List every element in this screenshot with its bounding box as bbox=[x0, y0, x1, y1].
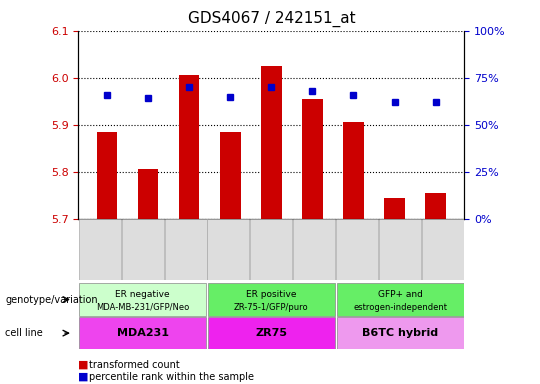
Text: ■: ■ bbox=[78, 360, 89, 370]
Text: ZR-75-1/GFP/puro: ZR-75-1/GFP/puro bbox=[234, 303, 309, 312]
Bar bbox=[384, 198, 405, 219]
Text: ZR75: ZR75 bbox=[255, 328, 287, 338]
Text: genotype/variation: genotype/variation bbox=[5, 295, 98, 305]
Text: B6TC hybrid: B6TC hybrid bbox=[362, 328, 438, 338]
Bar bbox=[79, 318, 206, 349]
Text: transformed count: transformed count bbox=[89, 360, 180, 370]
Text: ER positive: ER positive bbox=[246, 290, 296, 299]
Text: ER negative: ER negative bbox=[116, 290, 170, 299]
Bar bbox=[302, 99, 323, 219]
Text: cell line: cell line bbox=[5, 328, 43, 338]
Bar bbox=[336, 220, 378, 280]
Bar bbox=[79, 283, 206, 316]
Text: MDA-MB-231/GFP/Neo: MDA-MB-231/GFP/Neo bbox=[96, 303, 190, 312]
Text: estrogen-independent: estrogen-independent bbox=[353, 303, 447, 312]
Bar bbox=[422, 220, 464, 280]
Bar bbox=[379, 220, 421, 280]
Bar bbox=[336, 318, 463, 349]
Title: GDS4067 / 242151_at: GDS4067 / 242151_at bbox=[187, 10, 355, 26]
Bar bbox=[208, 318, 335, 349]
Text: MDA231: MDA231 bbox=[117, 328, 168, 338]
Bar bbox=[336, 283, 463, 316]
Bar bbox=[261, 66, 282, 219]
Bar bbox=[165, 220, 207, 280]
Bar bbox=[293, 220, 335, 280]
Bar bbox=[138, 169, 158, 219]
Bar bbox=[79, 220, 121, 280]
Text: GFP+ and: GFP+ and bbox=[377, 290, 422, 299]
Text: ■: ■ bbox=[78, 372, 89, 382]
Bar bbox=[207, 220, 249, 280]
Bar bbox=[97, 132, 117, 219]
Bar bbox=[122, 220, 164, 280]
Bar bbox=[179, 75, 199, 219]
Bar bbox=[251, 220, 292, 280]
Bar bbox=[426, 193, 446, 219]
Bar bbox=[208, 283, 335, 316]
Text: percentile rank within the sample: percentile rank within the sample bbox=[89, 372, 254, 382]
Bar bbox=[343, 122, 364, 219]
Bar bbox=[220, 132, 240, 219]
